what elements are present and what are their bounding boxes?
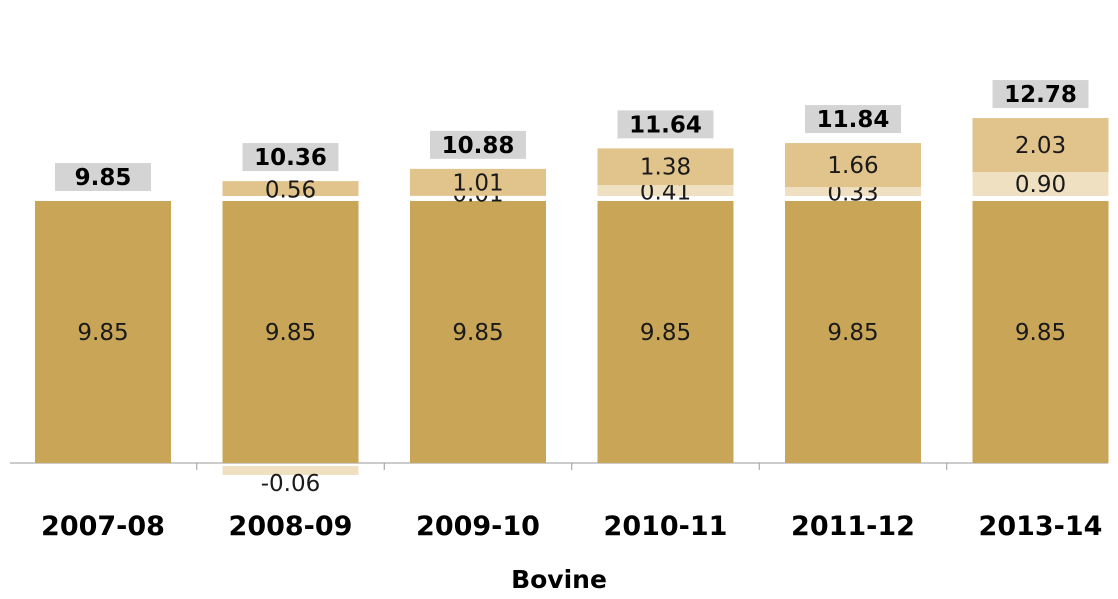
bar-segment [597, 185, 734, 196]
bar-segment [597, 200, 734, 464]
data-label: -0.06 [261, 471, 321, 497]
total-label-box [805, 105, 901, 134]
total-label-box [617, 110, 714, 139]
total-label-box [992, 80, 1089, 109]
total-label-box [55, 162, 151, 191]
bar-segment [410, 200, 546, 464]
bar-segment [410, 168, 546, 196]
total-label-box [430, 130, 526, 159]
total-label: 9.85 [75, 165, 132, 191]
category-label: 2008-09 [229, 511, 353, 542]
x-axis-title: Bovine [511, 565, 607, 594]
data-label: 9.85 [77, 320, 128, 346]
bar-segment [972, 172, 1109, 196]
bar-segment [785, 200, 921, 464]
category-label: 2010-11 [604, 511, 728, 542]
data-label: 1.01 [452, 170, 503, 196]
total-label: 11.84 [817, 107, 890, 133]
category-label: 2009-10 [416, 511, 540, 542]
bar-segment [785, 187, 921, 196]
data-label: 9.85 [827, 320, 878, 346]
bar-segment [785, 143, 921, 188]
data-label: 9.85 [640, 320, 691, 346]
total-label: 10.36 [254, 145, 327, 171]
category-label: 2011-12 [791, 511, 915, 542]
total-label: 10.88 [442, 133, 515, 159]
category-label: 2007-08 [41, 511, 165, 542]
bar-segment [35, 200, 171, 464]
data-label: 0.90 [1015, 172, 1066, 198]
category-label: 2013-14 [979, 511, 1103, 542]
data-label: 2.03 [1015, 133, 1066, 159]
bar-segment [222, 181, 359, 196]
bar-segment [222, 466, 359, 475]
bar-segment [972, 200, 1109, 464]
data-label: 1.38 [640, 155, 691, 181]
bar-segment [222, 200, 359, 464]
bar-segment [597, 148, 734, 186]
data-label: 9.85 [265, 320, 316, 346]
total-label: 11.64 [629, 112, 702, 138]
data-label: 0.56 [265, 178, 316, 204]
data-label: 1.66 [827, 153, 878, 179]
data-label: 9.85 [1015, 320, 1066, 346]
bar-segment [972, 118, 1109, 173]
total-label: 12.78 [1004, 82, 1077, 108]
data-label: 9.85 [452, 320, 503, 346]
total-label-box [242, 143, 339, 172]
